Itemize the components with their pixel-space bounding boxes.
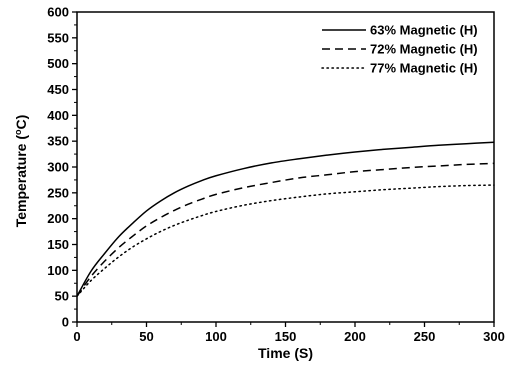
- y-tick-label: 500: [47, 56, 69, 71]
- y-tick-label: 450: [47, 82, 69, 97]
- x-axis: 0 50 100 150 200 250 300: [73, 322, 505, 344]
- series-layer: [76, 141, 495, 297]
- legend-label-1: 63% Magnetic (H): [370, 23, 478, 38]
- series-line-3: [76, 184, 495, 297]
- y-tick-label: 600: [47, 5, 69, 20]
- x-axis-title: Time (S): [258, 345, 313, 361]
- x-tick-label: 100: [205, 329, 227, 344]
- y-axis-title-main: Temperature (: [13, 135, 29, 228]
- x-tick-label: 250: [414, 329, 436, 344]
- y-tick-label: 250: [47, 185, 69, 200]
- y-tick-label: 350: [47, 134, 69, 149]
- y-axis-title: Temperature (oC): [13, 115, 29, 228]
- y-tick-label: 400: [47, 108, 69, 123]
- y-axis-title-degree: o: [13, 129, 23, 135]
- x-tick-label: 50: [139, 329, 153, 344]
- legend: 63% Magnetic (H) 72% Magnetic (H) 77% Magn…: [321, 23, 478, 76]
- legend-label-2: 72% Magnetic (H): [370, 42, 478, 57]
- y-axis: 0 50 100 150 200 250 300 350 400 450 500 550 600: [47, 5, 77, 330]
- plot-area: [76, 11, 495, 323]
- y-tick-label: 100: [47, 263, 69, 278]
- series-line-1: [76, 141, 495, 297]
- y-tick-label: 50: [55, 289, 69, 304]
- y-tick-label: 200: [47, 211, 69, 226]
- y-tick-label: 150: [47, 237, 69, 252]
- x-tick-label: 0: [73, 329, 80, 344]
- y-tick-label: 300: [47, 160, 69, 175]
- legend-label-3: 77% Magnetic (H): [370, 61, 478, 76]
- x-tick-label: 300: [483, 329, 505, 344]
- x-tick-label: 150: [275, 329, 297, 344]
- x-tick-label: 200: [344, 329, 366, 344]
- y-tick-label: 550: [47, 30, 69, 45]
- y-axis-title-unit: C): [13, 115, 29, 130]
- series-line-2: [76, 162, 495, 297]
- y-tick-label: 0: [62, 315, 69, 330]
